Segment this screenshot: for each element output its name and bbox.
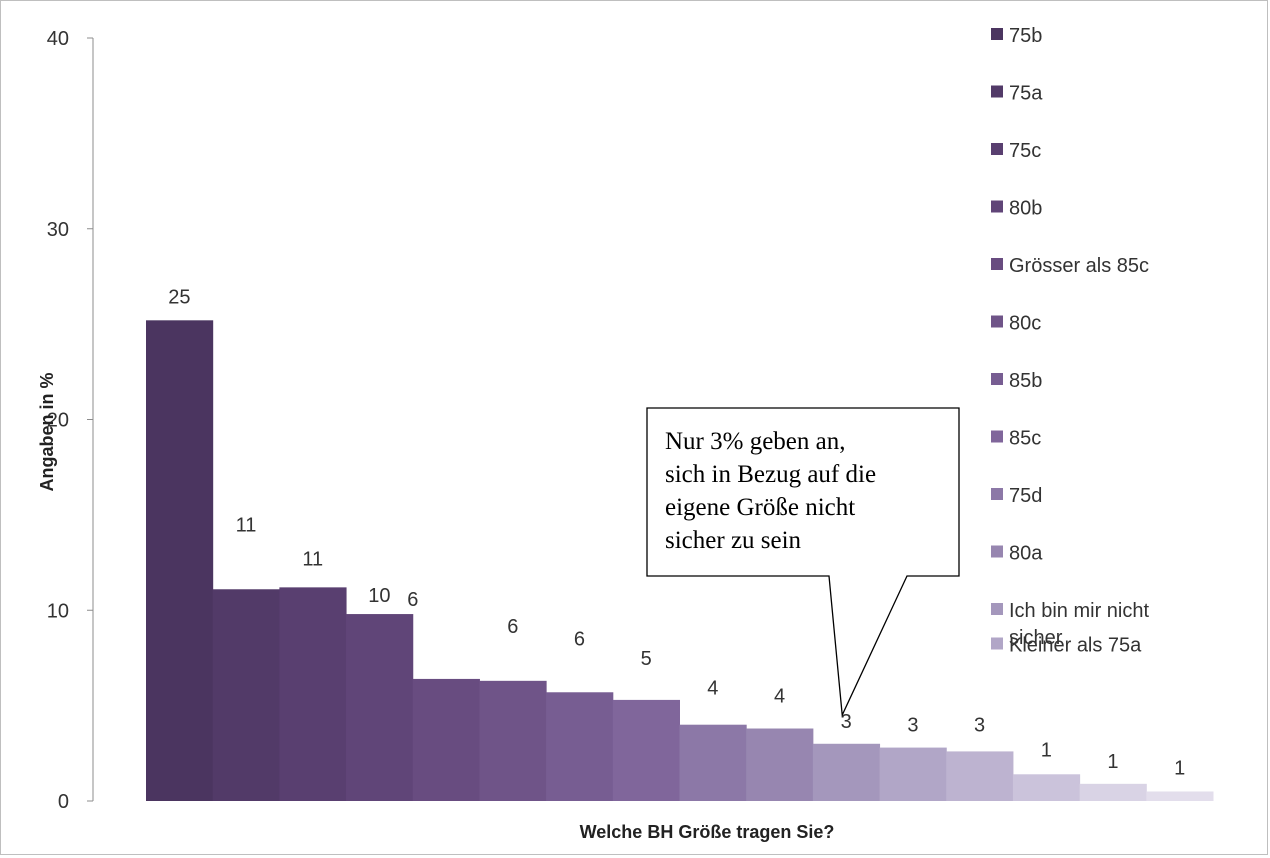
bar (679, 724, 747, 801)
legend-item: 75d (991, 485, 1042, 507)
callout-text: sich in Bezug auf die (665, 461, 876, 488)
data-label: 4 (707, 678, 718, 700)
bar (746, 728, 814, 801)
bar (1012, 774, 1081, 801)
legend-item: 75c (991, 140, 1041, 162)
bar (346, 614, 414, 801)
data-label: 25 (168, 286, 190, 308)
legend-label: 80b (1009, 198, 1042, 220)
legend-swatch (991, 200, 1003, 213)
bar (1146, 791, 1214, 801)
legend-item: Kleiner als 75a (991, 635, 1142, 657)
data-label: 6 (407, 589, 418, 611)
bar (146, 320, 214, 801)
legend-label: 75d (1009, 485, 1042, 507)
legend-label: sicher (1009, 627, 1063, 649)
legend-item: 75b (991, 25, 1042, 47)
legend-label: Ich bin mir nicht (1009, 600, 1149, 622)
legend-label: 75a (1009, 83, 1043, 105)
callout-box (646, 407, 960, 718)
data-label: 3 (974, 714, 985, 736)
callout-text: sicher zu sein (665, 527, 802, 554)
bar (812, 743, 881, 801)
data-label: 3 (841, 711, 852, 733)
legend-label: Grösser als 85c (1009, 255, 1149, 277)
data-label: 3 (907, 715, 918, 737)
annotation-callout: Nur 3% geben an, sich in Bezug auf die eig… (646, 407, 960, 718)
data-label: 6 (574, 628, 585, 650)
data-label: 1 (1174, 757, 1185, 779)
bar (479, 680, 547, 801)
bar (546, 692, 614, 801)
legend-swatch (991, 488, 1003, 500)
legend-swatch (991, 28, 1003, 40)
legend-swatch (991, 258, 1003, 270)
legend-label: 85c (1009, 428, 1041, 450)
legend-swatch (991, 373, 1003, 385)
y-axis: 0 10 20 30 40 (47, 28, 94, 813)
bar (279, 587, 347, 801)
legend: 75b 75a 75c 80b Grösser als 85c 80c 85b 85c 75d 8… (991, 25, 1149, 657)
legend-label: 80a (1009, 543, 1043, 565)
bar (612, 699, 680, 801)
x-axis-title: Welche BH Größe tragen Sie? (580, 822, 835, 842)
y-tick-label: 10 (47, 600, 69, 622)
legend-label: 75c (1009, 140, 1041, 162)
y-tick-label: 20 (47, 410, 69, 432)
legend-item: 75a (991, 83, 1043, 105)
y-tick-label: 0 (58, 791, 69, 813)
bar (212, 589, 280, 801)
legend-item: 80b (991, 198, 1042, 220)
data-label: 6 (507, 616, 518, 638)
legend-swatch (991, 315, 1003, 328)
bar (946, 751, 1014, 801)
data-label: 4 (774, 686, 785, 708)
callout-text: eigene Größe nicht (665, 494, 855, 521)
data-label: 1 (1107, 751, 1118, 773)
legend-label: 85b (1009, 370, 1042, 392)
y-tick-label: 40 (47, 28, 69, 50)
legend-swatch (991, 545, 1003, 558)
legend-label: 80c (1009, 313, 1041, 335)
data-label: 11 (302, 548, 323, 570)
legend-label: 75b (1009, 25, 1042, 47)
callout-text: Nur 3% geben an, (665, 428, 846, 455)
bar (879, 747, 947, 801)
legend-item: Grösser als 85c (991, 255, 1149, 277)
y-axis-title: Angaben in % (37, 372, 57, 491)
legend-item: 85c (991, 428, 1041, 450)
legend-swatch (991, 603, 1003, 615)
data-label: 11 (236, 514, 257, 536)
bar (1079, 783, 1147, 801)
data-label: 1 (1041, 739, 1052, 761)
y-tick-label: 30 (47, 219, 69, 241)
legend-swatch (991, 637, 1003, 650)
legend-swatch (991, 85, 1003, 98)
legend-swatch (991, 143, 1003, 155)
data-label: 10 (368, 585, 390, 607)
legend-item: 80a (991, 543, 1043, 565)
legend-item: 85b (991, 370, 1042, 392)
legend-item: 80c (991, 313, 1041, 335)
bar (412, 678, 480, 801)
legend-item: Ich bin mir nicht sicher (991, 600, 1149, 649)
legend-swatch (991, 430, 1003, 443)
bars (146, 320, 1214, 801)
data-label: 5 (641, 648, 652, 670)
legend-label: Kleiner als 75a (1009, 635, 1142, 657)
